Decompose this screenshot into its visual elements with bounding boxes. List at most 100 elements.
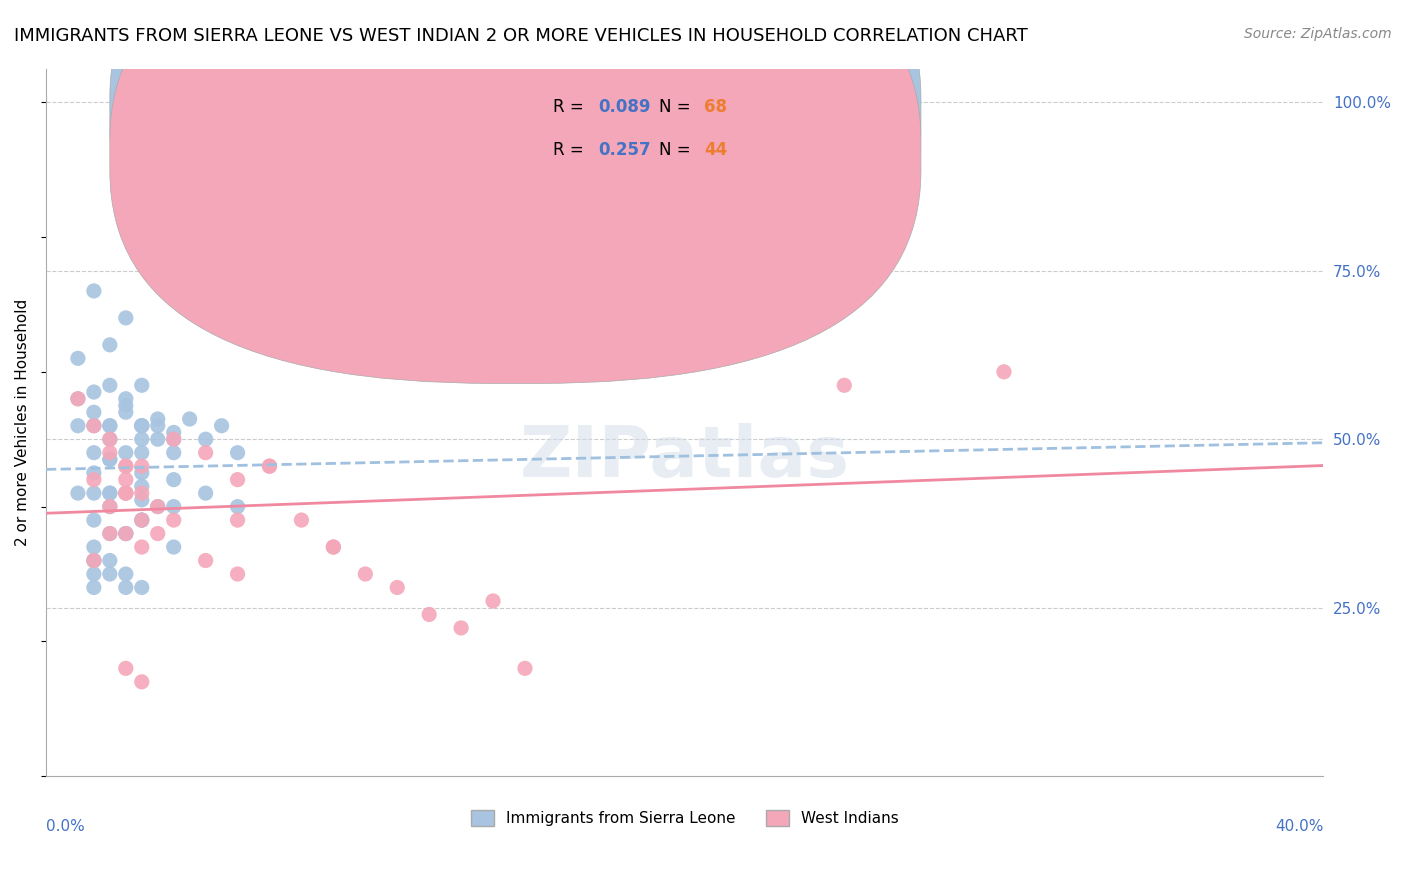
Point xyxy=(114,486,136,500)
Point xyxy=(83,581,105,595)
Point xyxy=(146,418,169,433)
Point xyxy=(98,432,121,446)
Point xyxy=(993,365,1015,379)
Point xyxy=(66,486,89,500)
Point xyxy=(259,459,281,474)
Point xyxy=(114,661,136,675)
Point xyxy=(98,553,121,567)
Point xyxy=(114,399,136,413)
Text: 0.257: 0.257 xyxy=(598,141,651,159)
Point xyxy=(163,425,186,440)
Y-axis label: 2 or more Vehicles in Household: 2 or more Vehicles in Household xyxy=(15,299,30,546)
Point xyxy=(194,432,217,446)
Point xyxy=(98,486,121,500)
Point xyxy=(131,418,153,433)
Text: R =: R = xyxy=(553,98,589,117)
Text: 40.0%: 40.0% xyxy=(1275,819,1323,834)
Point xyxy=(83,486,105,500)
Point xyxy=(114,392,136,406)
Point xyxy=(114,526,136,541)
Point xyxy=(114,486,136,500)
Point xyxy=(163,473,186,487)
Point xyxy=(66,418,89,433)
Point xyxy=(322,540,344,554)
Point xyxy=(194,445,217,459)
Point xyxy=(98,452,121,467)
Point xyxy=(83,513,105,527)
Point xyxy=(98,378,121,392)
Point xyxy=(98,432,121,446)
Point xyxy=(322,540,344,554)
Point xyxy=(259,459,281,474)
Point xyxy=(290,513,312,527)
Point xyxy=(66,392,89,406)
Point xyxy=(131,540,153,554)
Point xyxy=(131,418,153,433)
Point xyxy=(98,445,121,459)
Point xyxy=(290,202,312,217)
Point xyxy=(513,661,536,675)
Point xyxy=(194,486,217,500)
Point xyxy=(83,445,105,459)
Point xyxy=(98,500,121,514)
Point xyxy=(482,594,505,608)
Point xyxy=(83,553,105,567)
Point xyxy=(226,566,249,581)
Point xyxy=(98,526,121,541)
FancyBboxPatch shape xyxy=(110,0,921,341)
Point xyxy=(131,466,153,480)
Point xyxy=(131,486,153,500)
Point xyxy=(146,432,169,446)
Point xyxy=(131,513,153,527)
Point xyxy=(114,526,136,541)
Point xyxy=(98,526,121,541)
Point xyxy=(832,378,855,392)
Point xyxy=(98,338,121,352)
Point xyxy=(83,384,105,399)
Point xyxy=(83,540,105,554)
Text: Source: ZipAtlas.com: Source: ZipAtlas.com xyxy=(1244,27,1392,41)
Point xyxy=(226,473,249,487)
Point xyxy=(131,432,153,446)
Point xyxy=(114,405,136,419)
Point xyxy=(163,513,186,527)
Point xyxy=(146,526,169,541)
Text: ZIPatlas: ZIPatlas xyxy=(520,423,849,492)
Point xyxy=(98,418,121,433)
Point xyxy=(131,581,153,595)
Point xyxy=(146,500,169,514)
Point xyxy=(163,445,186,459)
Point xyxy=(98,500,121,514)
Point xyxy=(163,432,186,446)
Point xyxy=(83,418,105,433)
Point xyxy=(131,459,153,474)
Point xyxy=(66,351,89,366)
Point xyxy=(114,459,136,474)
Text: 0.0%: 0.0% xyxy=(46,819,84,834)
Point xyxy=(83,405,105,419)
Text: 44: 44 xyxy=(704,141,727,159)
Point xyxy=(114,445,136,459)
Point xyxy=(98,486,121,500)
Point xyxy=(418,365,440,379)
Point xyxy=(83,418,105,433)
Point xyxy=(131,492,153,507)
Point xyxy=(163,432,186,446)
Point xyxy=(146,412,169,426)
Point xyxy=(450,621,472,635)
Point xyxy=(98,452,121,467)
Point xyxy=(131,378,153,392)
Point xyxy=(131,479,153,493)
Point xyxy=(83,473,105,487)
Text: R =: R = xyxy=(553,141,589,159)
Point xyxy=(211,418,233,433)
Point xyxy=(83,553,105,567)
Point xyxy=(226,513,249,527)
Point xyxy=(131,513,153,527)
Text: IMMIGRANTS FROM SIERRA LEONE VS WEST INDIAN 2 OR MORE VEHICLES IN HOUSEHOLD CORR: IMMIGRANTS FROM SIERRA LEONE VS WEST IND… xyxy=(14,27,1028,45)
Point xyxy=(179,412,201,426)
Text: N =: N = xyxy=(659,141,696,159)
Point xyxy=(226,500,249,514)
Point xyxy=(114,526,136,541)
Point xyxy=(114,473,136,487)
